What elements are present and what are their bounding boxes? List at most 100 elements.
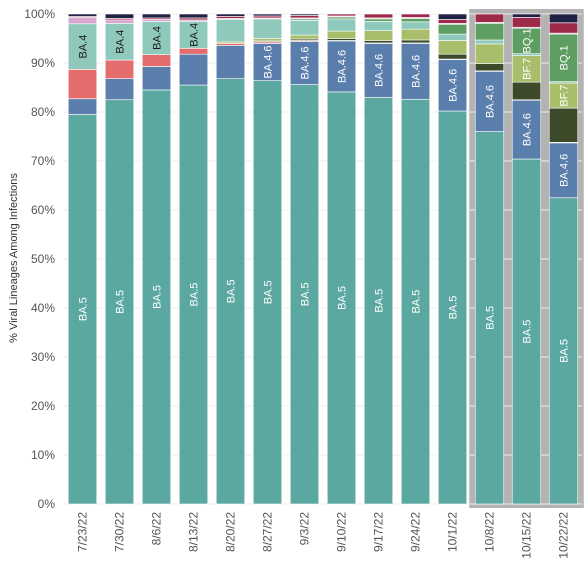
bar-segment [178,13,209,19]
bar-segment [178,53,209,86]
x-tick-label: 9/17/22 [372,512,386,552]
bar-segment [326,18,357,32]
segment-label: BA.4.6 [485,85,497,118]
segment-labels: BA.5 BA.5 BA.5 BA.5 BA.5 BA.5 BA.5 BA.5 BA.5 BA.5… [78,23,571,363]
bar-segment [252,43,283,81]
bar-segment [215,78,246,505]
y-axis-label: % Viral Lineages Among Infections [8,173,20,343]
segment-label: BA.4.6 [374,54,386,87]
x-tick-label: 10/15/22 [520,512,534,559]
bar-segment [400,18,431,23]
bar-segment [548,197,579,505]
y-tick-label: 30% [31,350,55,364]
bar-segment [511,55,542,83]
bar-segment [363,21,394,31]
x-tick-label: 10/22/22 [557,512,571,559]
x-tick-label: 8/6/22 [150,512,164,546]
bar-segment [67,13,98,17]
bar-segment [289,15,320,19]
x-tick-label: 10/1/22 [446,512,460,552]
bar-segment [141,54,172,67]
bar-segment [400,13,431,18]
segment-label: BA.5 [374,289,386,313]
bar-segment [437,110,468,505]
x-tick-label: 9/10/22 [335,512,349,552]
x-axis-ticks: 7/23/22 7/30/22 8/6/22 8/13/22 8/20/22 8/27/2… [76,512,571,559]
bar-segment [67,23,98,70]
x-tick-label: 7/23/22 [76,512,90,552]
bar-segment [141,13,172,19]
segment-label: BA.4.6 [448,69,460,102]
segment-label: BF.7 [559,85,571,107]
bar-segment [252,80,283,505]
x-tick-label: 7/30/22 [113,512,127,552]
bar-segment [178,47,209,55]
bar-segment [474,131,505,505]
bar-segment [437,40,468,55]
y-tick-label: 10% [31,448,55,462]
bars [67,13,579,505]
bar-segment [104,78,135,101]
segment-label: BA.5 [189,283,201,307]
bar-segment [67,69,98,100]
bar-segment [252,13,283,17]
bar-segment [326,13,357,17]
bar-segment [400,43,431,100]
bar-segment [474,43,505,64]
y-tick-label: 70% [31,154,55,168]
segment-label: BA.5 [152,285,164,309]
segment-label: BA.4 [78,35,90,59]
y-axis-ticks: 0% 10% 20% 30% 40% 50% 60% 70% 80% 90% 100% [24,7,55,511]
bar-segment [474,39,505,45]
y-tick-label: 100% [24,7,55,21]
bar-segment [215,19,246,43]
segment-label: BA.5 [448,296,460,320]
bar-segment [326,40,357,93]
bar-segment [363,13,394,19]
segment-label: BA.4.6 [411,55,423,88]
segment-label: BA.4.6 [337,50,349,83]
bar-segment [252,38,283,42]
bar-segment [67,114,98,505]
segment-label: BA.4.6 [300,46,312,79]
bar-segment [548,13,579,24]
bar-segment [178,21,209,49]
bar-segment [511,17,542,28]
x-tick-label: 8/20/22 [224,512,238,552]
bar-segment [437,23,468,35]
segment-label: BA.5 [559,339,571,363]
y-tick-label: 20% [31,399,55,413]
segment-label: BA.5 [300,282,312,306]
bar-segment [511,27,542,54]
bar-segment [215,45,246,79]
segment-label: BA.4 [152,26,164,50]
bar-segment [548,142,579,199]
bar-segment [511,81,542,101]
bar-segment [104,13,135,19]
bar-segment [326,30,357,39]
bar-segment [67,98,98,115]
segment-label: BA.4 [115,30,127,54]
y-tick-label: 60% [31,203,55,217]
bar-segment [141,89,172,505]
bar-segment [437,53,468,60]
segment-label: BA.5 [78,297,90,321]
bar-segment [548,33,579,82]
bar-segment [474,13,505,23]
bar-segment [400,39,431,44]
bar-segment [400,21,431,30]
segment-label: BF.7 [522,58,534,80]
y-tick-label: 40% [31,301,55,315]
bar-segment [363,40,394,44]
bar-segment [67,17,98,25]
bar-segment [511,99,542,160]
bar-segment [141,66,172,91]
y-tick-label: 0% [38,497,56,511]
bar-segment [511,158,542,505]
segment-label: BQ.1 [522,28,534,53]
bar-segment [363,18,394,22]
x-tick-label: 8/27/22 [261,512,275,552]
bar-segment [437,33,468,41]
x-tick-label: 8/13/22 [187,512,201,552]
